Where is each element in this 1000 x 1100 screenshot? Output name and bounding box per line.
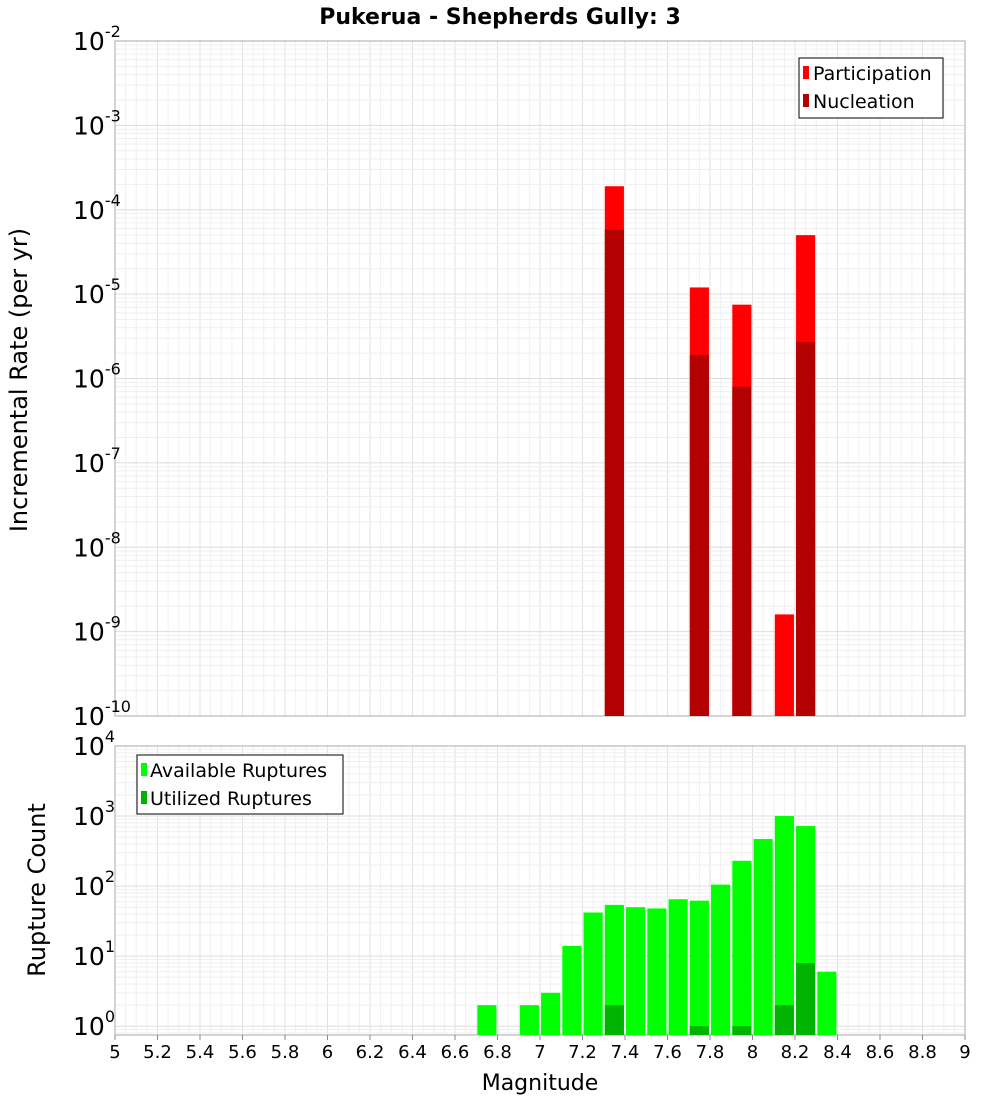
count-bar-s2 [774, 1005, 794, 1035]
x-tick-label: 5.8 [271, 1042, 300, 1063]
count-bar-s1 [647, 908, 667, 1035]
x-tick-label: 5.4 [186, 1042, 215, 1063]
rate-y-tick-label: 10-4 [73, 191, 121, 225]
participation-legend-label: Participation [813, 63, 932, 85]
count-y-tick-label: 103 [73, 797, 115, 831]
chart-title: Pukerua - Shepherds Gully: 3 [319, 5, 681, 30]
rate-y-tick-label: 10-2 [73, 22, 121, 56]
rate-y-tick-label: 10-10 [73, 697, 131, 731]
x-tick-label: 6 [322, 1042, 333, 1063]
count-bar-s1 [562, 945, 582, 1035]
x-ticks: 5 5.2 5.4 5.6 5.8 6 6.2 6.4 6.6 6.8 7 7.2 7.4 7.6 7.8 8… [109, 1035, 971, 1063]
count-bar-s1 [753, 839, 773, 1035]
utilized-legend-swatch [141, 791, 147, 804]
x-tick-label: 7.2 [568, 1042, 597, 1063]
nucleation-legend-swatch [803, 94, 809, 107]
nucleation-legend-label: Nucleation [813, 91, 915, 113]
count-bar-s1 [689, 900, 709, 1035]
x-tick-label: 7.8 [696, 1042, 725, 1063]
count-bar-s1 [604, 904, 624, 1035]
x-tick-label: 8.8 [908, 1042, 937, 1063]
rate-bar-s2 [796, 342, 816, 716]
rate-y-tick-label: 10-9 [73, 613, 121, 647]
count-bar-s1 [711, 884, 731, 1035]
count-bar-s1 [817, 971, 837, 1035]
rate-bar-s2 [604, 229, 624, 717]
count-bar-s2 [604, 1005, 624, 1035]
count-legend-box [136, 754, 344, 815]
rate-bar-s2 [732, 386, 752, 716]
x-tick-label: 8.4 [823, 1042, 852, 1063]
count-bar-s1 [732, 860, 752, 1035]
x-tick-label: 8.2 [781, 1042, 810, 1063]
x-axis-label: Magnitude [482, 1071, 599, 1096]
rate-y-tick-label: 10-8 [73, 528, 121, 562]
x-tick-label: 6.8 [483, 1042, 512, 1063]
count-bar-s1 [519, 1005, 539, 1035]
x-tick-label: 8.6 [866, 1042, 895, 1063]
rate-bar-s2 [689, 354, 709, 716]
x-tick-label: 6.2 [356, 1042, 385, 1063]
count-bar-s2 [796, 962, 816, 1035]
rate-panel: 10-2 10-3 10-4 10-5 10-6 10-7 10-8 10-9 10-10 In… [5, 22, 966, 731]
rate-plot-frame [114, 40, 966, 717]
x-tick-label: 6.6 [441, 1042, 470, 1063]
x-tick-label: 9 [959, 1042, 970, 1063]
rate-legend-box [798, 57, 944, 119]
x-tick-label: 5 [109, 1042, 120, 1063]
count-y-tick-label: 104 [73, 727, 115, 761]
rate-legend: Participation Nucleation [798, 57, 944, 119]
count-y-tick-label: 101 [73, 937, 115, 971]
rate-y-tick-label: 10-6 [73, 360, 121, 394]
count-bar-s2 [689, 1026, 709, 1035]
available-legend-label: Available Ruptures [150, 760, 327, 782]
count-bar-s1 [626, 907, 646, 1035]
rate-y-axis-label: Incremental Rate (per yr) [5, 228, 33, 532]
count-y-tick-label: 100 [73, 1007, 115, 1041]
count-legend: Available Ruptures Utilized Ruptures [136, 754, 344, 815]
available-legend-swatch [141, 763, 147, 776]
x-tick-label: 7.4 [611, 1042, 640, 1063]
count-y-tick-label: 102 [73, 867, 115, 901]
rate-y-tick-label: 10-3 [73, 106, 121, 140]
count-bar-s2 [732, 1026, 752, 1035]
count-bar-s1 [541, 992, 561, 1035]
x-tick-label: 5.2 [143, 1042, 172, 1063]
rate-y-tick-label: 10-5 [73, 275, 121, 309]
utilized-legend-label: Utilized Ruptures [150, 788, 312, 810]
rate-grid [114, 40, 966, 717]
count-y-axis-label: Rupture Count [23, 803, 51, 977]
x-tick-label: 5.6 [228, 1042, 257, 1063]
rate-bars [604, 186, 816, 717]
x-tick-label: 6.4 [398, 1042, 427, 1063]
participation-legend-swatch [803, 66, 809, 79]
count-y-ticks: 104 103 102 101 100 [73, 727, 115, 1041]
count-bars [477, 816, 837, 1035]
count-bar-s1 [774, 816, 794, 1035]
count-bar-s1 [668, 899, 688, 1035]
x-tick-label: 7.6 [653, 1042, 682, 1063]
rate-y-tick-label: 10-7 [73, 444, 121, 478]
count-bar-s1 [477, 1005, 497, 1035]
x-tick-label: 8 [747, 1042, 758, 1063]
rate-y-ticks: 10-2 10-3 10-4 10-5 10-6 10-7 10-8 10-9 10-10 [73, 22, 131, 731]
rate-bar-s1 [774, 614, 794, 716]
count-panel: 104 103 102 101 100 5 5.2 5.4 5.6 5.8 6 6.2 6.4 6.6 6… [23, 727, 971, 1096]
x-tick-label: 7 [534, 1042, 545, 1063]
count-bar-s1 [583, 912, 603, 1035]
